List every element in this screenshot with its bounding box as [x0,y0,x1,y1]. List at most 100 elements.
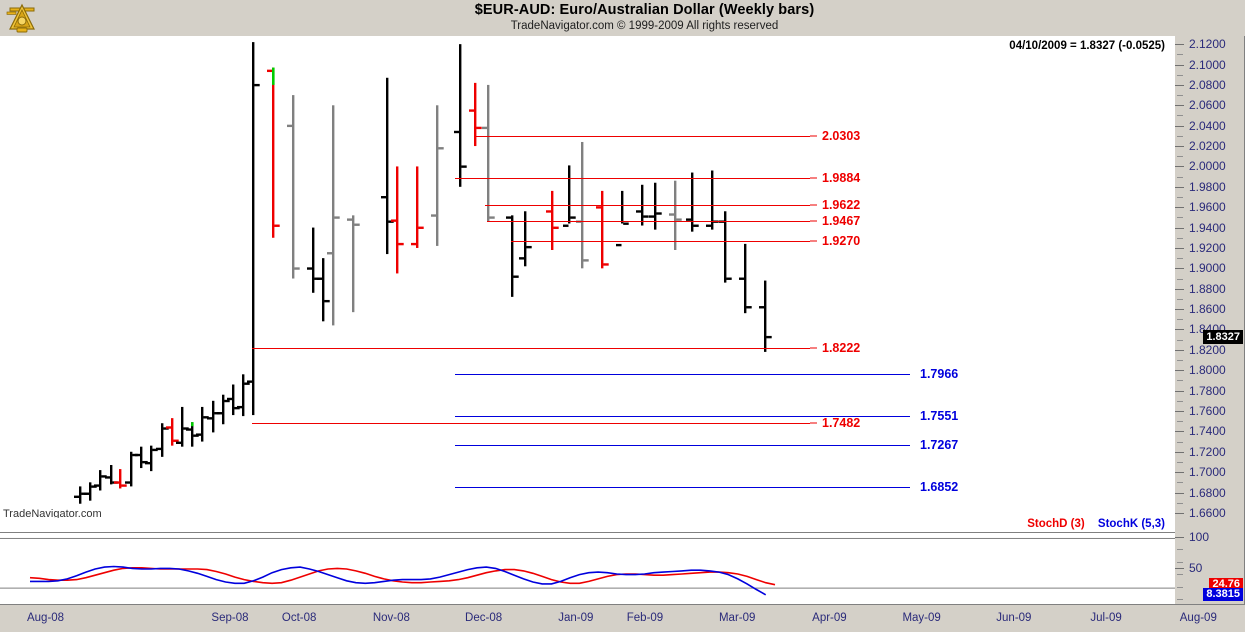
price-minor-tick [1177,237,1183,239]
ohlc-bar [482,84,495,222]
price-minor-tick [1177,135,1183,137]
indicator-tick-label: 50 [1189,561,1203,575]
date-axis-label: Oct-08 [281,612,317,624]
price-tick-label: 1.7800 [1189,383,1226,398]
ohlc-bar [227,384,240,416]
level-dash-marker [810,422,817,424]
ohlc-bar [391,166,404,274]
stochastic-canvas [0,537,1175,596]
price-level-label: 1.9270 [822,233,861,248]
indicator-minor-tick [1177,586,1183,588]
price-tick [1175,105,1184,107]
ohlc-bar [563,165,576,227]
quote-readout: 04/10/2009 = 1.8327 (-0.0525) [1009,40,1165,52]
price-tick [1175,472,1184,474]
price-tick-label: 1.8000 [1189,363,1226,378]
bar-accent-segment [272,67,275,85]
date-axis-label: Aug-08 [26,612,65,624]
ohlc-bar [546,190,559,250]
date-axis-label: Jun-09 [996,612,1032,624]
ohlc-bar [649,182,662,230]
ohlc-bar [125,451,138,487]
price-tick-label: 2.0000 [1189,159,1226,174]
price-tick-label: 1.8800 [1189,281,1226,296]
bar-accent-segment [191,422,194,427]
price-tick [1175,84,1184,86]
date-axis-label: Mar-09 [718,612,756,624]
price-minor-tick [1177,461,1183,463]
price-minor-tick [1177,421,1183,423]
price-tick-label: 1.6600 [1189,505,1226,520]
price-minor-tick [1177,197,1183,198]
date-axis-label: Jan-09 [558,612,594,624]
price-scale[interactable]: 2.1200 2.1000 2.0800 2.0600 2.0400 2.0200 2.00… [1175,36,1245,520]
stochk-legend-label: StochK (5,3) [1097,518,1165,530]
price-level-line [455,415,910,417]
ohlc-bar [454,44,467,187]
stochastic-pane[interactable] [0,532,1175,606]
level-dash-marker [810,240,817,242]
price-tick-label: 1.9400 [1189,220,1226,235]
price-chart-pane[interactable]: 2.0303 1.9884 1.9622 1.9467 1.9270 1.8222 1.79… [0,36,1175,519]
price-tick [1175,146,1184,148]
watermark-label: TradeNavigator.com [3,508,102,520]
price-level-line [474,135,810,137]
ohlc-bar [287,95,300,279]
price-level-label: 1.9884 [822,171,861,186]
price-tick-label: 2.0600 [1189,98,1226,113]
ohlc-bar [381,77,394,255]
price-minor-tick [1177,115,1183,117]
ohlc-bar [247,42,260,416]
price-level-line [455,444,910,446]
copyright-subtitle: TradeNavigator.com © 1999-2009 All right… [510,20,779,32]
ohlc-bar [307,227,320,293]
price-tick-label: 1.8600 [1189,302,1226,317]
ohlc-bar [719,211,732,283]
ohlc-bar [176,406,189,447]
level-dash-marker [810,177,817,179]
price-tick [1175,268,1184,270]
ohlc-bar [217,394,230,425]
date-axis-label: May-09 [902,612,941,624]
indicator-minor-tick [1177,599,1183,601]
date-axis-label: Dec-08 [465,612,503,624]
price-tick [1175,125,1184,127]
ohlc-bar [74,486,87,504]
price-minor-tick [1177,482,1183,484]
indicator-guide-line [0,537,1175,539]
price-minor-tick [1177,54,1183,56]
price-tick-label: 1.9800 [1189,179,1226,194]
price-tick-label: 1.9200 [1189,240,1226,255]
price-level-line [485,204,810,206]
price-tick-label: 2.1000 [1189,57,1226,72]
ohlc-bar [156,423,169,457]
chart-header: $EUR-AUD: Euro/Australian Dollar (Weekly… [0,0,1245,36]
price-minor-tick [1177,400,1183,402]
ohlc-bar [114,469,127,489]
price-level-line [455,178,810,180]
ohlc-bar [759,280,772,352]
date-axis-label: Nov-08 [372,612,410,624]
indicator-scale[interactable]: 100 50 24.76 8.3815 [1175,518,1245,604]
price-tick [1175,247,1184,249]
price-minor-tick [1177,258,1183,260]
price-level-label: 1.8222 [822,340,861,355]
price-level-line [511,240,810,242]
ohlc-bar [519,211,532,267]
price-tick-label: 1.7000 [1189,465,1226,480]
indicator-minor-tick [1177,561,1183,563]
ohlc-bar [186,422,199,447]
price-tick-label: 1.7200 [1189,444,1226,459]
ohlc-bar [166,418,179,446]
price-minor-tick [1177,502,1183,504]
ohlc-bar [207,400,220,433]
date-axis[interactable]: Aug-08 Sep-08 Oct-08 Nov-08 Dec-08 Jan-09 Feb-… [0,604,1245,632]
stochd-value-box: 24.76 [1209,577,1243,591]
ohlc-bar [347,215,360,313]
ohlc-bar [145,445,158,472]
price-level-label: 1.9622 [822,197,861,212]
ohlc-bar [237,374,250,417]
ohlc-bar [469,82,482,147]
date-axis-label: Jul-09 [1090,612,1122,624]
ohlc-bar [327,105,340,326]
